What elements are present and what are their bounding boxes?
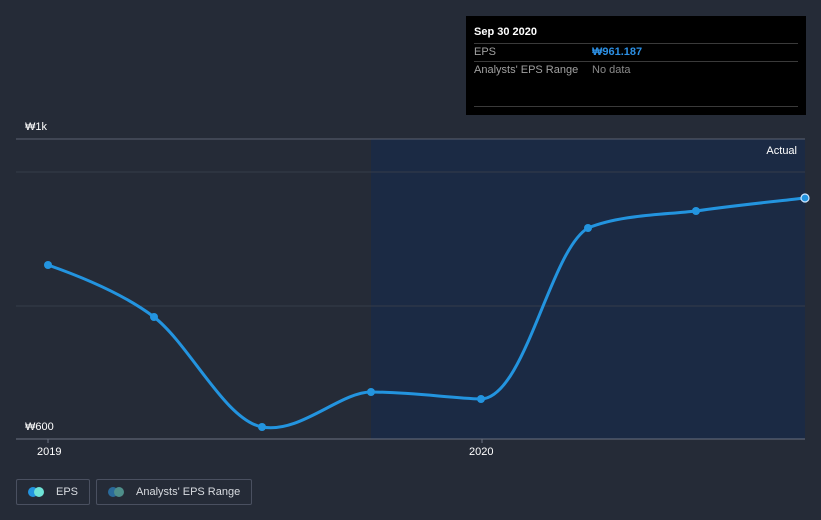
actual-region	[371, 139, 805, 439]
legend: EPS Analysts' EPS Range	[16, 479, 253, 505]
legend-item-eps-range[interactable]: Analysts' EPS Range	[96, 479, 253, 505]
tooltip-eps-label: EPS	[474, 46, 497, 58]
y-label-top: ₩1k	[25, 121, 47, 133]
legend-label-eps: EPS	[56, 486, 79, 498]
data-point[interactable]	[150, 313, 158, 321]
data-point[interactable]	[44, 261, 52, 269]
y-label-bottom: ₩600	[25, 421, 54, 433]
data-point[interactable]	[584, 224, 592, 232]
tooltip-eps-value: ₩961.187	[592, 46, 643, 58]
data-point[interactable]	[258, 423, 266, 431]
tooltip-date: Sep 30 2020	[474, 24, 798, 44]
actual-label: Actual	[766, 145, 797, 157]
eps-line	[46, 196, 807, 430]
eps-range-legend-icon	[108, 487, 125, 497]
tooltip-row-eps: EPS ₩961.187	[474, 44, 798, 62]
eps-legend-icon	[28, 487, 44, 497]
tooltip-range-value: No data	[592, 64, 631, 76]
legend-item-eps[interactable]: EPS	[16, 479, 91, 505]
data-point[interactable]	[367, 388, 375, 396]
tooltip: Sep 30 2020 EPS ₩961.187 Analysts' EPS R…	[466, 16, 806, 115]
data-point[interactable]	[692, 207, 700, 215]
eps-points	[44, 207, 700, 431]
data-point[interactable]	[477, 395, 485, 403]
x-label-2019: 2019	[37, 446, 62, 458]
legend-label-eps-range: Analysts' EPS Range	[136, 486, 241, 498]
tooltip-row-range: Analysts' EPS Range No data	[474, 62, 798, 79]
data-point-selected[interactable]	[800, 193, 810, 203]
x-label-2020: 2020	[469, 446, 494, 458]
tooltip-range-label: Analysts' EPS Range	[474, 64, 579, 76]
tooltip-divider	[474, 106, 798, 107]
